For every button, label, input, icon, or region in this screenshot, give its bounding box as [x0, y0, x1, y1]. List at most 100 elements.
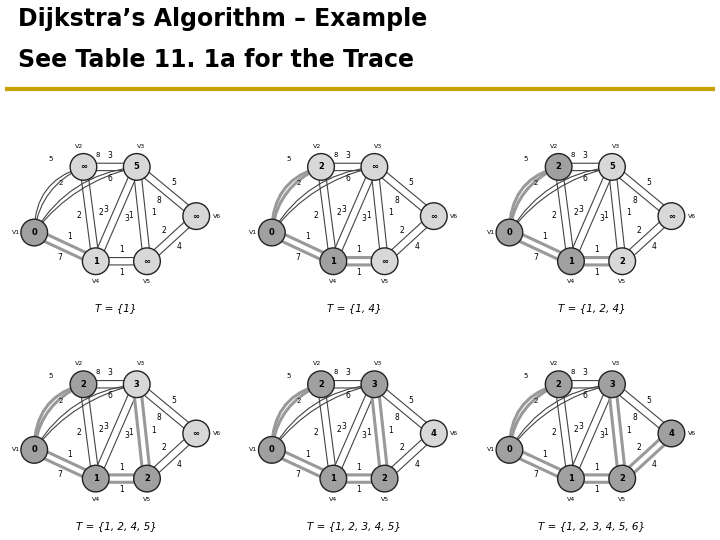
- Text: 2: 2: [99, 208, 103, 217]
- FancyArrowPatch shape: [336, 256, 379, 259]
- Text: ∞: ∞: [193, 429, 199, 438]
- FancyArrowPatch shape: [562, 387, 575, 474]
- Text: 1: 1: [305, 232, 310, 241]
- Text: V5: V5: [143, 279, 151, 284]
- Text: 1: 1: [594, 463, 599, 472]
- Text: 5: 5: [286, 156, 290, 161]
- Text: 8: 8: [571, 152, 575, 158]
- FancyArrowPatch shape: [79, 389, 91, 476]
- Text: 1: 1: [356, 485, 361, 494]
- Circle shape: [361, 153, 387, 180]
- Text: 3: 3: [341, 422, 346, 431]
- FancyArrowPatch shape: [147, 434, 191, 474]
- Text: 2: 2: [636, 226, 642, 235]
- FancyArrowPatch shape: [87, 387, 100, 474]
- FancyArrowPatch shape: [140, 169, 151, 257]
- FancyArrowPatch shape: [613, 390, 667, 435]
- Circle shape: [320, 248, 346, 274]
- Text: 5: 5: [171, 396, 176, 404]
- Text: V4: V4: [329, 497, 338, 502]
- FancyArrowPatch shape: [340, 481, 382, 484]
- FancyArrowPatch shape: [138, 390, 192, 435]
- Text: 1: 1: [119, 485, 124, 494]
- Circle shape: [70, 153, 96, 180]
- Text: 2: 2: [81, 380, 86, 389]
- Circle shape: [258, 436, 285, 463]
- FancyArrowPatch shape: [629, 438, 672, 477]
- Circle shape: [545, 153, 572, 180]
- FancyArrowPatch shape: [35, 386, 81, 444]
- Circle shape: [134, 465, 161, 492]
- FancyArrowPatch shape: [338, 388, 377, 476]
- Circle shape: [557, 248, 584, 274]
- Text: 1: 1: [388, 208, 393, 218]
- Circle shape: [123, 371, 150, 397]
- Text: 5: 5: [48, 156, 53, 161]
- Text: V1: V1: [249, 447, 258, 453]
- FancyArrowPatch shape: [616, 169, 626, 257]
- Text: 3: 3: [361, 214, 366, 223]
- FancyArrowPatch shape: [102, 481, 144, 484]
- Text: 3: 3: [346, 368, 350, 377]
- Text: V3: V3: [612, 144, 620, 149]
- FancyArrowPatch shape: [608, 171, 618, 259]
- Text: 8: 8: [571, 369, 575, 375]
- FancyArrowPatch shape: [274, 167, 372, 230]
- Text: 2: 2: [144, 474, 150, 483]
- FancyArrowPatch shape: [325, 169, 372, 172]
- Text: 8: 8: [333, 369, 338, 375]
- Text: 1: 1: [68, 449, 72, 458]
- Text: 5: 5: [647, 178, 652, 187]
- FancyArrowPatch shape: [576, 171, 614, 259]
- Text: V4: V4: [567, 279, 575, 284]
- Text: 1: 1: [119, 463, 124, 472]
- Text: 2: 2: [314, 428, 318, 437]
- Circle shape: [361, 371, 387, 397]
- Text: ∞: ∞: [143, 256, 150, 266]
- Text: 2: 2: [161, 226, 166, 235]
- Circle shape: [258, 219, 285, 246]
- FancyArrowPatch shape: [325, 387, 338, 474]
- Text: V6: V6: [212, 431, 221, 436]
- Text: 3: 3: [108, 368, 112, 377]
- FancyArrowPatch shape: [325, 169, 338, 257]
- FancyArrowPatch shape: [379, 383, 433, 428]
- Text: 1: 1: [128, 428, 133, 437]
- Circle shape: [557, 465, 584, 492]
- Text: 3: 3: [583, 151, 588, 160]
- FancyArrowPatch shape: [141, 383, 195, 428]
- FancyArrowPatch shape: [375, 172, 429, 217]
- Text: Dijkstra’s Algorithm – Example: Dijkstra’s Algorithm – Example: [18, 8, 427, 31]
- FancyArrowPatch shape: [562, 169, 609, 172]
- Text: T = {1, 2, 4}: T = {1, 2, 4}: [557, 303, 626, 313]
- FancyArrowPatch shape: [511, 384, 608, 448]
- FancyArrowPatch shape: [513, 231, 567, 255]
- FancyArrowPatch shape: [34, 168, 81, 228]
- Text: 2: 2: [314, 211, 318, 220]
- Text: 2: 2: [534, 180, 539, 186]
- Text: 2: 2: [399, 226, 404, 235]
- Text: 2: 2: [318, 163, 324, 171]
- FancyArrowPatch shape: [37, 385, 134, 447]
- Text: V5: V5: [618, 279, 626, 284]
- FancyArrowPatch shape: [37, 167, 134, 230]
- Text: 8: 8: [96, 152, 100, 158]
- FancyArrowPatch shape: [554, 389, 567, 476]
- Text: 1: 1: [68, 232, 72, 241]
- Text: 8: 8: [632, 413, 637, 422]
- Text: 1: 1: [603, 428, 608, 437]
- Text: 3: 3: [609, 380, 615, 389]
- Text: V1: V1: [487, 447, 495, 453]
- FancyArrowPatch shape: [274, 385, 372, 447]
- FancyArrowPatch shape: [325, 387, 372, 389]
- Text: 7: 7: [58, 253, 63, 261]
- FancyArrowPatch shape: [101, 388, 139, 476]
- Text: 2: 2: [534, 397, 539, 404]
- Text: 1: 1: [128, 211, 133, 220]
- Text: 3: 3: [583, 368, 588, 377]
- FancyArrowPatch shape: [510, 168, 556, 226]
- FancyArrowPatch shape: [38, 456, 91, 481]
- Circle shape: [545, 371, 572, 397]
- FancyArrowPatch shape: [370, 171, 381, 259]
- FancyArrowPatch shape: [513, 456, 567, 481]
